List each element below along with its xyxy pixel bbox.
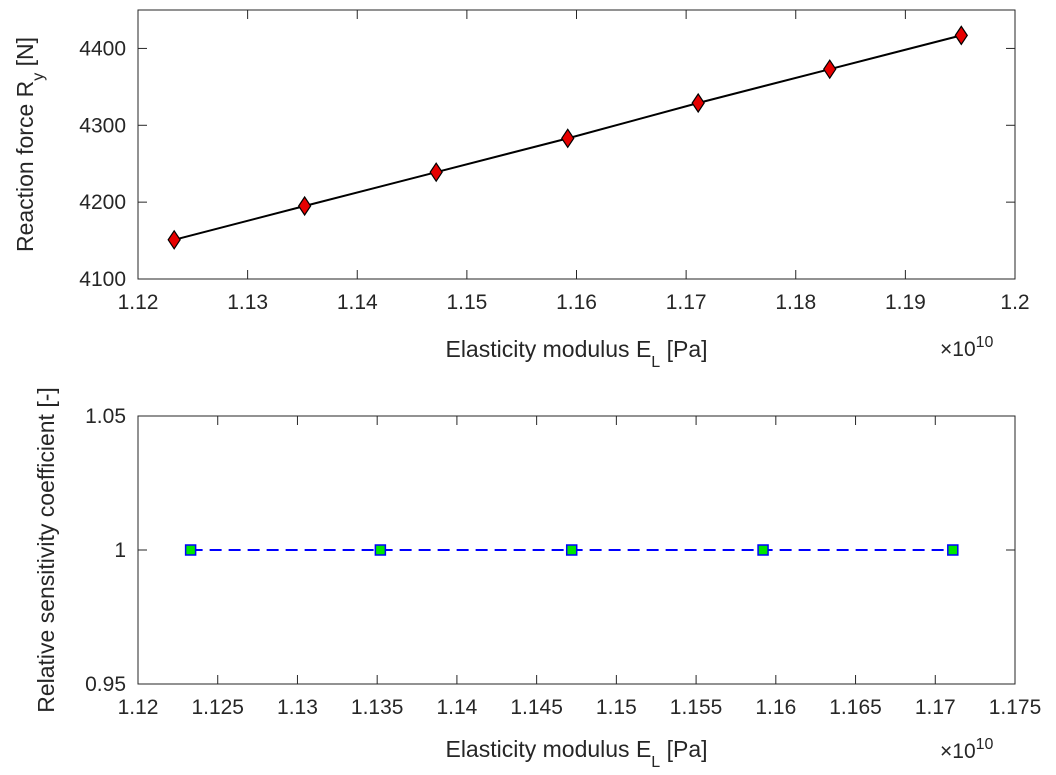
data-point xyxy=(691,92,705,114)
x-tick-label: 1.145 xyxy=(510,696,563,719)
x-tick-label: 1.16 xyxy=(755,696,796,719)
x-tick-label: 1.2 xyxy=(1000,291,1029,314)
x-tick-label: 1.15 xyxy=(446,291,487,314)
x-tick-label: 1.125 xyxy=(191,696,244,719)
data-point xyxy=(429,162,443,183)
y-tick-label: 4400 xyxy=(79,37,126,60)
x-multiplier-label: ×1010 xyxy=(940,736,994,763)
x-tick-label: 1.135 xyxy=(351,696,404,719)
axes-box xyxy=(137,9,1016,280)
reaction-force-plot: 1.12 1.13 1.14 1.15 1.16 1.17 1.18 1.19 1.2 4100 4… xyxy=(12,9,1030,371)
x-tick-label: 1.13 xyxy=(227,291,268,314)
x-tick-label: 1.16 xyxy=(556,291,597,314)
data-point xyxy=(757,544,769,556)
x-tick-label: 1.165 xyxy=(829,696,882,719)
x-tick-label: 1.17 xyxy=(666,291,707,314)
y-tick-label: 4300 xyxy=(79,114,126,137)
x-tick-label: 1.13 xyxy=(277,696,318,719)
y-tick-label: 4100 xyxy=(79,268,126,291)
x-tick-label: 1.19 xyxy=(885,291,926,314)
y-axis-label: Relative sensitivity coefficient [-] xyxy=(33,387,59,713)
x-tick-label: 1.14 xyxy=(337,291,378,314)
y-tick-label: 1.05 xyxy=(85,405,126,428)
x-tick-label: 1.14 xyxy=(436,696,477,719)
x-tick-label: 1.175 xyxy=(989,696,1042,719)
x-tick-label: 1.12 xyxy=(118,291,159,314)
data-point xyxy=(561,128,575,149)
data-point xyxy=(297,195,312,217)
sensitivity-plot: 1.12 1.125 1.13 1.135 1.14 1.145 1.15 1.155 1.16… xyxy=(33,387,1041,771)
y-tick-label: 0.95 xyxy=(85,673,126,696)
x-tick-label: 1.12 xyxy=(118,696,159,719)
x-tick-label: 1.15 xyxy=(596,696,637,719)
x-multiplier-label: ×1010 xyxy=(940,334,994,361)
data-point xyxy=(947,544,959,556)
y-axis-label: Reaction force Ry [N] xyxy=(12,37,47,252)
x-tick-label: 1.17 xyxy=(915,696,956,719)
y-tick-label: 1 xyxy=(114,539,126,562)
data-point xyxy=(374,544,387,556)
y-tick-label: 4200 xyxy=(79,191,126,214)
x-tick-label: 1.155 xyxy=(670,696,723,719)
data-point xyxy=(167,229,181,250)
data-point xyxy=(954,25,969,46)
data-point xyxy=(565,544,578,556)
data-point xyxy=(184,544,197,556)
x-axis-label: Elasticity modulus EL [Pa] xyxy=(445,336,707,371)
x-axis-label: Elasticity modulus EL [Pa] xyxy=(445,736,707,771)
data-point xyxy=(823,59,837,80)
x-tick-label: 1.18 xyxy=(775,291,816,314)
